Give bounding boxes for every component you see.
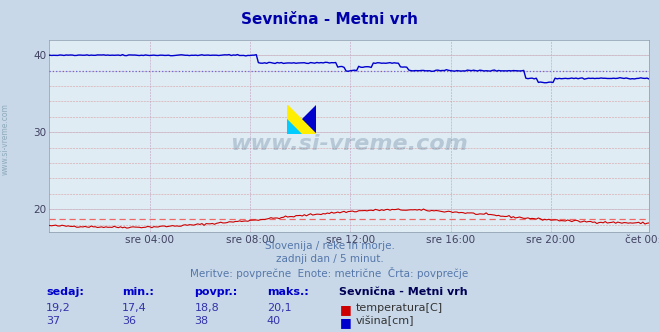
Text: temperatura[C]: temperatura[C] — [356, 303, 443, 313]
Text: 18,8: 18,8 — [194, 303, 219, 313]
Polygon shape — [287, 120, 302, 134]
Text: Slovenija / reke in morje.: Slovenija / reke in morje. — [264, 241, 395, 251]
Text: 17,4: 17,4 — [122, 303, 147, 313]
Text: 19,2: 19,2 — [46, 303, 71, 313]
Text: www.si-vreme.com: www.si-vreme.com — [231, 134, 468, 154]
Polygon shape — [287, 105, 316, 134]
Text: povpr.:: povpr.: — [194, 287, 238, 297]
Text: 36: 36 — [122, 316, 136, 326]
Text: maks.:: maks.: — [267, 287, 308, 297]
Text: sedaj:: sedaj: — [46, 287, 84, 297]
Text: ■: ■ — [339, 303, 351, 316]
Text: min.:: min.: — [122, 287, 154, 297]
Text: višina[cm]: višina[cm] — [356, 316, 415, 326]
Text: Meritve: povprečne  Enote: metrične  Črta: povprečje: Meritve: povprečne Enote: metrične Črta:… — [190, 267, 469, 279]
Polygon shape — [287, 105, 316, 134]
Text: 20,1: 20,1 — [267, 303, 291, 313]
Text: zadnji dan / 5 minut.: zadnji dan / 5 minut. — [275, 254, 384, 264]
Text: 38: 38 — [194, 316, 208, 326]
Text: 40: 40 — [267, 316, 281, 326]
Text: ■: ■ — [339, 316, 351, 329]
Text: www.si-vreme.com: www.si-vreme.com — [1, 104, 10, 175]
Text: Sevnična - Metni vrh: Sevnična - Metni vrh — [241, 12, 418, 27]
Text: Sevnična - Metni vrh: Sevnična - Metni vrh — [339, 287, 468, 297]
Text: 37: 37 — [46, 316, 60, 326]
